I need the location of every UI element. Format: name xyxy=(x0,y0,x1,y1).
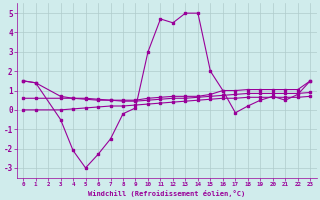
X-axis label: Windchill (Refroidissement éolien,°C): Windchill (Refroidissement éolien,°C) xyxy=(88,190,245,197)
